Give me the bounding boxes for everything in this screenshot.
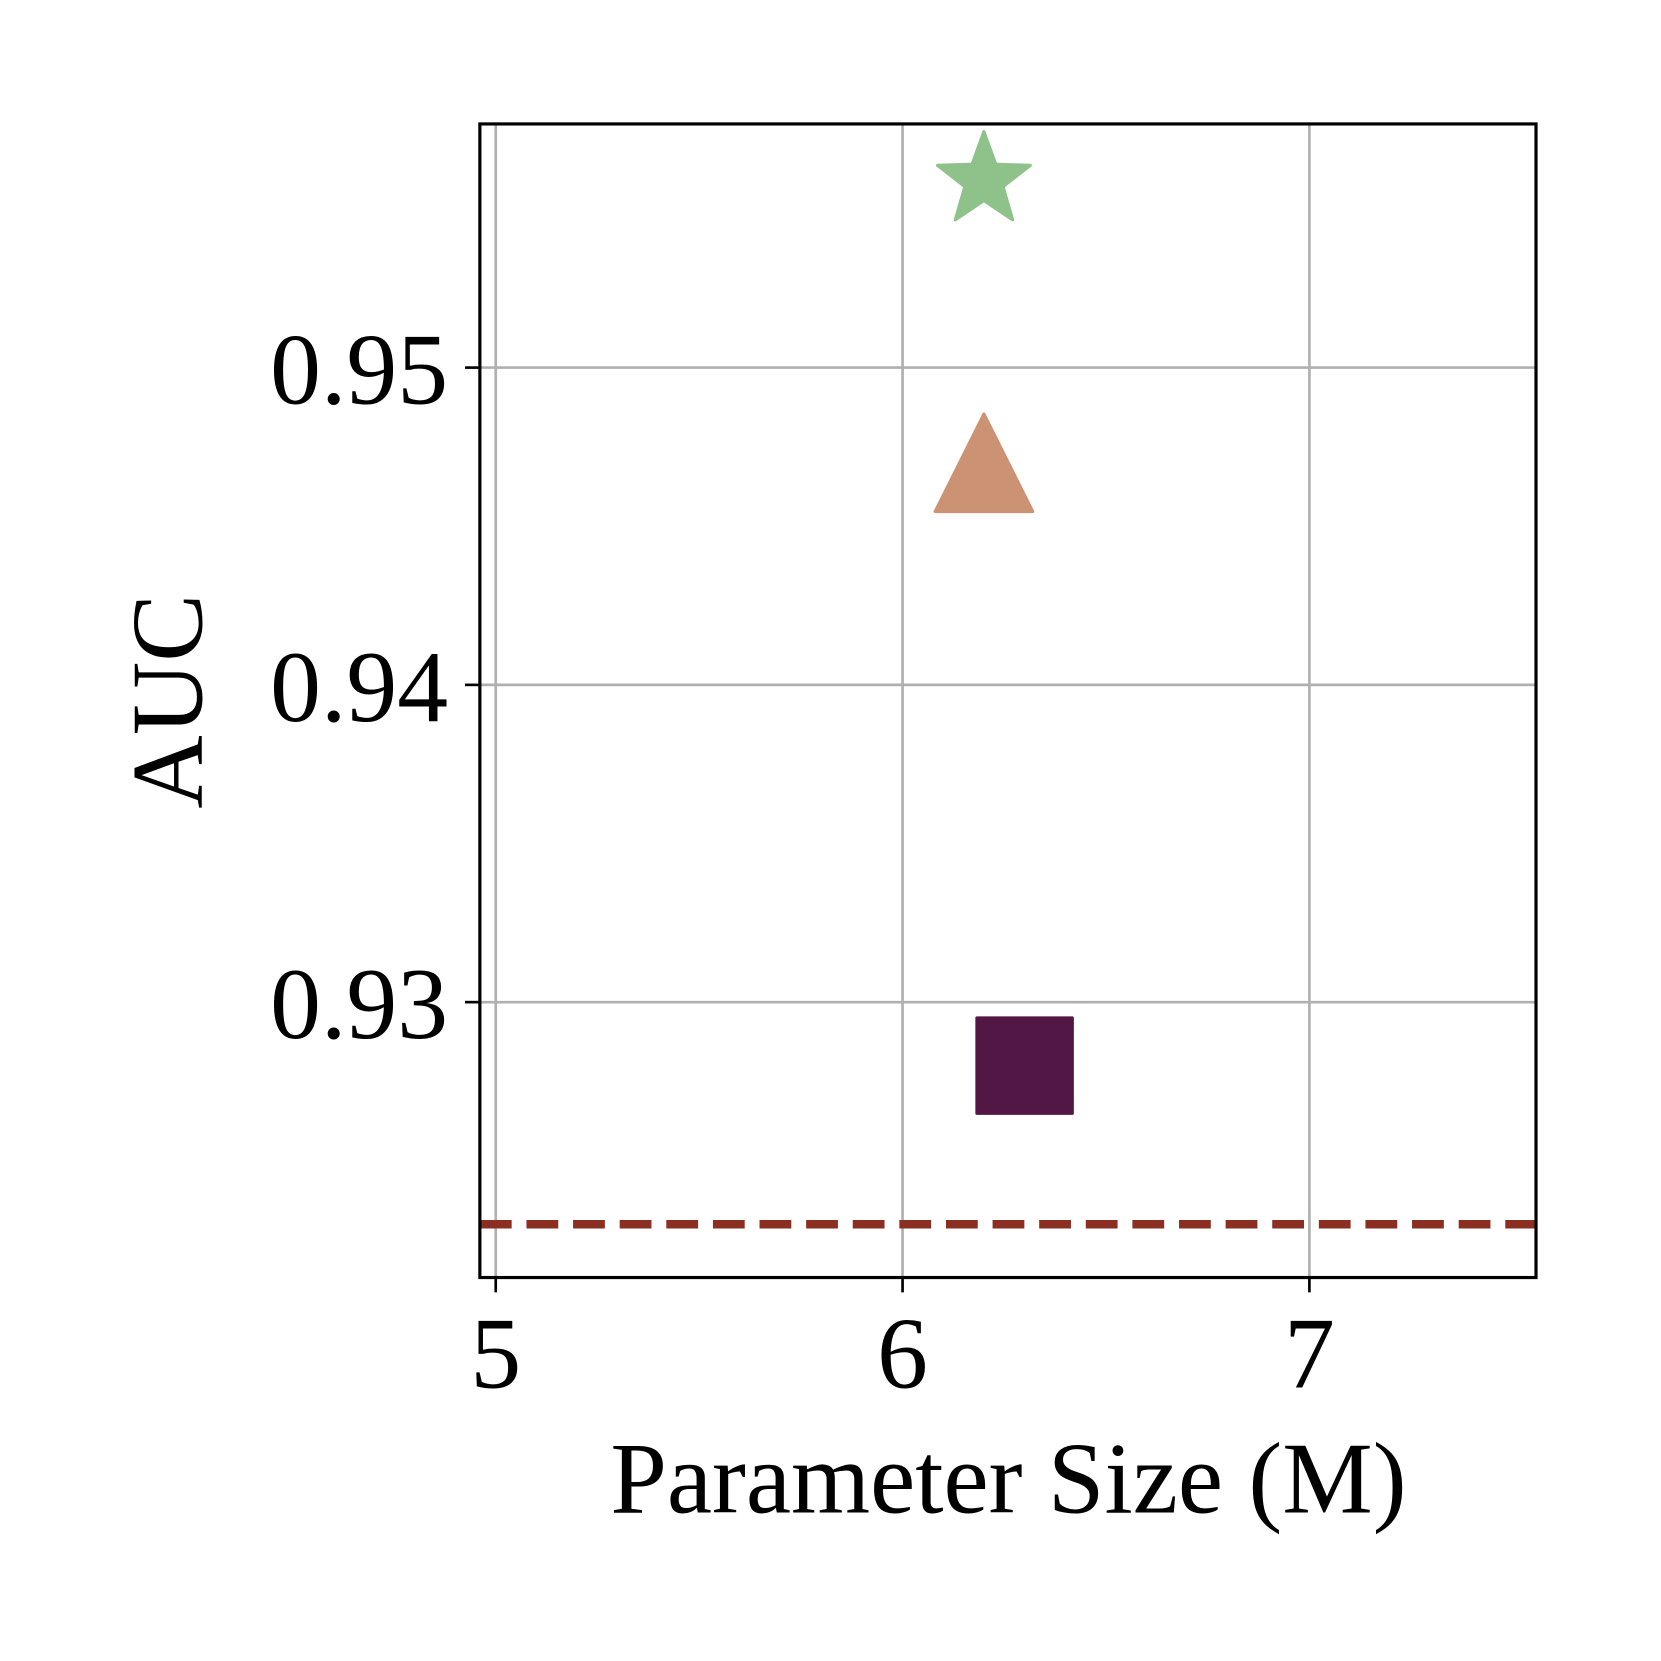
point bbox=[975, 1016, 1074, 1115]
y-axis-label: AUC bbox=[110, 594, 223, 809]
x-tick-label: 6 bbox=[877, 1297, 928, 1410]
y-tick-label: 0.95 bbox=[270, 313, 448, 426]
x-tick-label: 5 bbox=[470, 1297, 521, 1410]
point bbox=[933, 412, 1035, 514]
x-tick-label: 7 bbox=[1284, 1297, 1335, 1410]
point bbox=[936, 130, 1032, 222]
plot-frame bbox=[478, 122, 1538, 1280]
x-axis-label: Parameter Size (M) bbox=[610, 1422, 1406, 1535]
y-tick-label: 0.94 bbox=[270, 630, 448, 743]
y-tick-label: 0.93 bbox=[270, 947, 448, 1060]
